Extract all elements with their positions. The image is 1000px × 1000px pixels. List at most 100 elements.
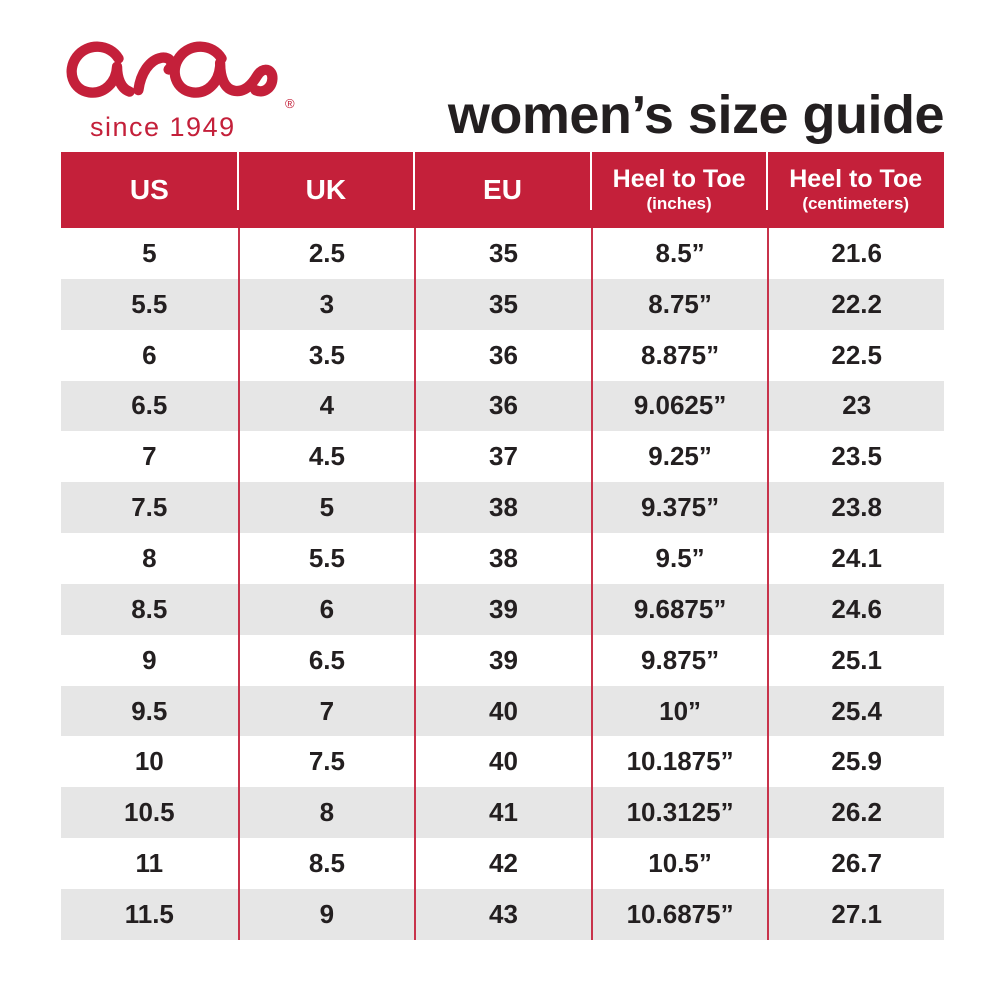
table-cell-eu: 36 (414, 329, 591, 381)
table-cell-heel-to-toe-centimeters: 23 (767, 380, 944, 432)
table-cell-us: 5.5 (131, 288, 168, 319)
table-cell-heel-to-toe-centimeters: 25.9 (767, 736, 944, 788)
table-cell-us: 6.5 (131, 390, 168, 421)
table-cell-uk: 5 (237, 482, 415, 534)
table-cell-us: 8 (142, 542, 157, 573)
table-cell-eu: 40 (414, 685, 591, 737)
table-cell-uk: 3.5 (237, 329, 415, 381)
table-row: 7 4.5 37 9.25” 23.5 (61, 431, 944, 483)
table-cell-us: 6 (142, 339, 157, 370)
table-cell-uk: 7 (237, 685, 415, 737)
table-cell-heel-to-toe-inches: 8.875” (590, 329, 768, 381)
table-cell-uk: 4 (237, 380, 415, 432)
table-cell-heel-to-toe-inches: 9.6875” (590, 583, 768, 635)
table-row: 8 5.5 38 9.5” 24.1 (61, 533, 944, 584)
table-cell-heel-to-toe-inches: 10.3125” (590, 787, 768, 839)
table-cell-us: 10 (134, 746, 164, 777)
table-cell-heel-to-toe-centimeters: 22.2 (767, 278, 944, 330)
header-cell-eu: EU (413, 152, 591, 228)
table-cell-heel-to-toe-inches: 9.25” (590, 431, 768, 483)
table-cell-us: 9.5 (131, 695, 168, 726)
table-row: 6.5 4 36 9.0625” 23 (61, 380, 944, 432)
table-cell-heel-to-toe-inches: 8.75” (590, 278, 768, 330)
table-cell-uk: 6.5 (237, 634, 415, 686)
table-cell-uk: 9 (237, 888, 415, 940)
table-cell-eu: 39 (414, 583, 591, 635)
table-cell-heel-to-toe-inches: 10.1875” (590, 736, 768, 788)
table-cell-us: 7.5 (131, 492, 168, 523)
table-cell-heel-to-toe-inches: 9.875” (590, 634, 768, 686)
table-row: 10 7.5 40 10.1875” 25.9 (61, 736, 944, 788)
table-cell-us: 11.5 (124, 898, 174, 929)
table-row: 5 2.5 35 8.5” 21.6 (61, 228, 944, 279)
table-cell-uk: 3 (237, 278, 415, 330)
column-header-label: UK (305, 174, 347, 205)
header-cell-heel-to-toe-inches: Heel to Toe (inches) (589, 152, 768, 228)
table-cell-eu: 43 (414, 888, 591, 940)
table-row: 6 3.5 36 8.875” 22.5 (61, 329, 944, 381)
table-cell-heel-to-toe-centimeters: 26.2 (767, 787, 944, 839)
brand-logo: ® since 1949 (52, 30, 302, 145)
registered-trademark-mark: ® (285, 96, 295, 111)
table-cell-eu: 42 (414, 838, 591, 889)
table-cell-eu: 39 (414, 634, 591, 686)
table-cell-eu: 35 (414, 278, 591, 330)
table-row: 10.5 8 41 10.3125” 26.2 (61, 787, 944, 839)
size-table: US UK EU Heel to Toe (inches) Heel to To… (61, 152, 944, 940)
brand-tagline: since 1949 (90, 112, 236, 142)
table-cell-heel-to-toe-inches: 10.5” (590, 838, 768, 889)
table-cell-heel-to-toe-centimeters: 23.5 (767, 431, 944, 483)
table-cell-eu: 36 (414, 380, 591, 432)
ara-logo-icon (66, 41, 278, 98)
table-cell-heel-to-toe-inches: 9.0625” (590, 380, 768, 432)
table-row: 9.5 7 40 10” 25.4 (61, 685, 944, 737)
table-cell-eu: 38 (414, 482, 591, 534)
column-header-label: US (129, 174, 169, 205)
column-header-label: Heel to Toe (612, 165, 746, 194)
table-row: 9 6.5 39 9.875” 25.1 (61, 634, 944, 686)
table-cell-heel-to-toe-centimeters: 21.6 (767, 228, 944, 279)
table-cell-heel-to-toe-centimeters: 24.1 (767, 533, 944, 584)
table-cell-us: 11 (135, 848, 164, 879)
table-cell-heel-to-toe-centimeters: 26.7 (767, 838, 944, 889)
column-header-label: Heel to Toe (789, 165, 923, 194)
table-cell-uk: 2.5 (237, 228, 415, 279)
table-cell-heel-to-toe-centimeters: 22.5 (767, 329, 944, 381)
table-cell-eu: 37 (414, 431, 591, 483)
column-header-sublabel: (inches) (646, 194, 712, 214)
table-cell-eu: 40 (414, 736, 591, 788)
table-row: 11.5 9 43 10.6875” 27.1 (61, 888, 944, 940)
table-cell-heel-to-toe-centimeters: 27.1 (767, 888, 944, 940)
table-cell-uk: 7.5 (237, 736, 415, 788)
table-cell-eu: 38 (414, 533, 591, 584)
table-cell-heel-to-toe-centimeters: 25.4 (767, 685, 944, 737)
column-header-sublabel: (centimeters) (802, 194, 910, 214)
table-header-row: US UK EU Heel to Toe (inches) Heel to To… (61, 152, 944, 228)
table-cell-heel-to-toe-centimeters: 23.8 (767, 482, 944, 534)
table-row: 11 8.5 42 10.5” 26.7 (61, 838, 944, 889)
table-cell-uk: 8.5 (237, 838, 415, 889)
table-cell-heel-to-toe-inches: 8.5” (590, 228, 768, 279)
table-cell-uk: 6 (237, 583, 415, 635)
table-cell-us: 7 (142, 441, 157, 472)
table-row: 8.5 6 39 9.6875” 24.6 (61, 583, 944, 635)
table-row: 5.5 3 35 8.75” 22.2 (61, 278, 944, 330)
column-header-label: EU (483, 174, 522, 205)
table-cell-heel-to-toe-centimeters: 24.6 (767, 583, 944, 635)
table-cell-uk: 5.5 (237, 533, 415, 584)
table-cell-eu: 41 (414, 787, 591, 839)
table-cell-heel-to-toe-inches: 10.6875” (590, 888, 768, 940)
table-cell-heel-to-toe-inches: 10” (590, 685, 768, 737)
table-cell-heel-to-toe-inches: 9.5” (590, 533, 768, 584)
table-cell-heel-to-toe-centimeters: 25.1 (767, 634, 944, 686)
table-cell-uk: 4.5 (237, 431, 415, 483)
table-cell-uk: 8 (237, 787, 415, 839)
header-cell-us: US (61, 152, 238, 228)
table-cell-us: 9 (142, 644, 157, 675)
header-cell-heel-to-toe-centimeters: Heel to Toe (centimeters) (766, 152, 944, 228)
table-cell-us: 10.5 (123, 797, 175, 828)
table-row: 7.5 5 38 9.375” 23.8 (61, 482, 944, 534)
page-title: women’s size guide (447, 85, 945, 145)
table-cell-us: 8.5 (131, 593, 168, 624)
